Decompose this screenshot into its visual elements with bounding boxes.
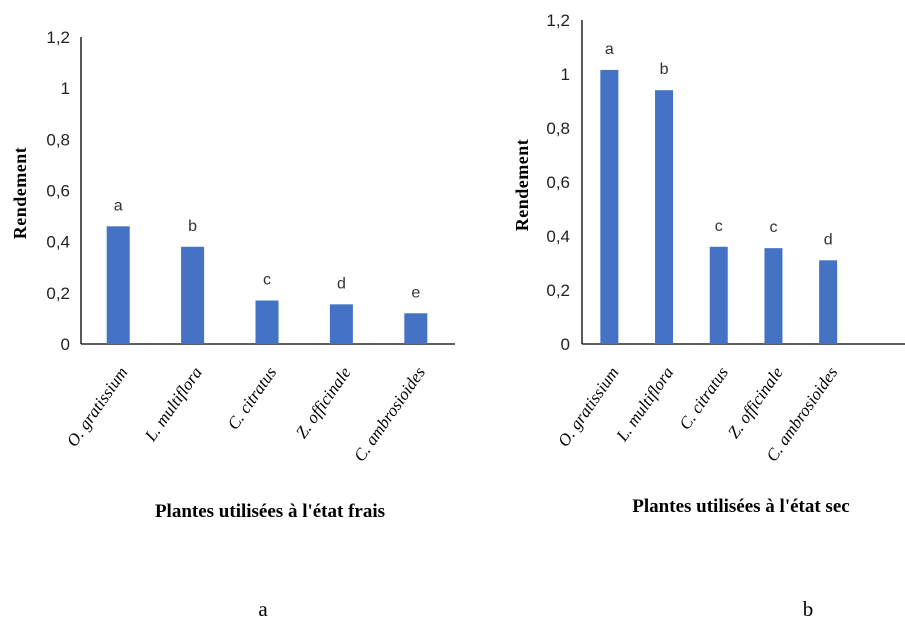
y-tick-label: 0,8 bbox=[546, 119, 570, 138]
y-tick-label: 0,2 bbox=[546, 281, 570, 300]
y-tick-label: 0,4 bbox=[46, 233, 70, 252]
x-axis-title: Plantes utilisées à l'état sec bbox=[632, 496, 849, 517]
bar bbox=[255, 300, 279, 344]
y-tick-label: 1,2 bbox=[546, 11, 570, 30]
bar bbox=[106, 226, 130, 344]
panel-label: a bbox=[258, 597, 268, 621]
bar-significance-label: c bbox=[715, 218, 723, 235]
bar-significance-label: d bbox=[337, 275, 346, 292]
y-axis-title: Rendement bbox=[10, 147, 30, 240]
bar-significance-label: d bbox=[824, 231, 833, 248]
chart-b: 0 0,2 0,4 0,6 0,8 1 1,2 a O. gratissium b L. multi… bbox=[512, 11, 905, 621]
y-tick-label: 1,2 bbox=[46, 28, 70, 47]
bar bbox=[181, 246, 205, 344]
y-tick-label: 0,6 bbox=[546, 173, 570, 192]
bar bbox=[329, 304, 353, 344]
panel-label: b bbox=[803, 597, 814, 621]
bar bbox=[600, 69, 619, 344]
category-label: C. citratus bbox=[224, 363, 281, 433]
bar bbox=[819, 260, 838, 344]
category-label: O. gratissium bbox=[554, 363, 623, 450]
y-tick-label: 0 bbox=[61, 335, 70, 354]
y-tick-label: 1 bbox=[561, 65, 570, 84]
y-tick-label: 0,6 bbox=[46, 182, 70, 201]
category-label: L. multiflora bbox=[140, 363, 205, 445]
chart-a: 0 0,2 0,4 0,6 0,8 1 1,2 a O. gratissium b L. multi… bbox=[10, 28, 455, 621]
bar bbox=[655, 90, 674, 344]
bar bbox=[709, 246, 728, 344]
y-tick-label: 0,2 bbox=[46, 284, 70, 303]
y-axis-title: Rendement bbox=[512, 139, 532, 232]
bar bbox=[404, 313, 428, 344]
bar-significance-label: c bbox=[263, 272, 271, 289]
bar-significance-label: c bbox=[769, 219, 777, 236]
bar-significance-label: a bbox=[114, 197, 123, 214]
y-tick-label: 0,4 bbox=[546, 227, 570, 246]
x-axis-title: Plantes utilisées à l'état frais bbox=[155, 501, 385, 522]
bar-significance-label: b bbox=[188, 218, 197, 235]
y-tick-label: 1 bbox=[61, 79, 70, 98]
bar-significance-label: e bbox=[411, 284, 420, 301]
category-label: C. citratus bbox=[675, 363, 732, 433]
bar-significance-label: a bbox=[605, 41, 614, 58]
category-label: Z. officinale bbox=[724, 363, 787, 442]
category-label: Z. officinale bbox=[292, 363, 355, 442]
bar-significance-label: b bbox=[660, 61, 669, 78]
category-label: O. gratissium bbox=[63, 363, 132, 450]
category-label: L. multiflora bbox=[612, 363, 677, 445]
bar bbox=[764, 248, 783, 344]
y-tick-label: 0,8 bbox=[46, 130, 70, 149]
category-label: C. ambrosioides bbox=[350, 363, 429, 465]
y-tick-label: 0 bbox=[561, 335, 570, 354]
